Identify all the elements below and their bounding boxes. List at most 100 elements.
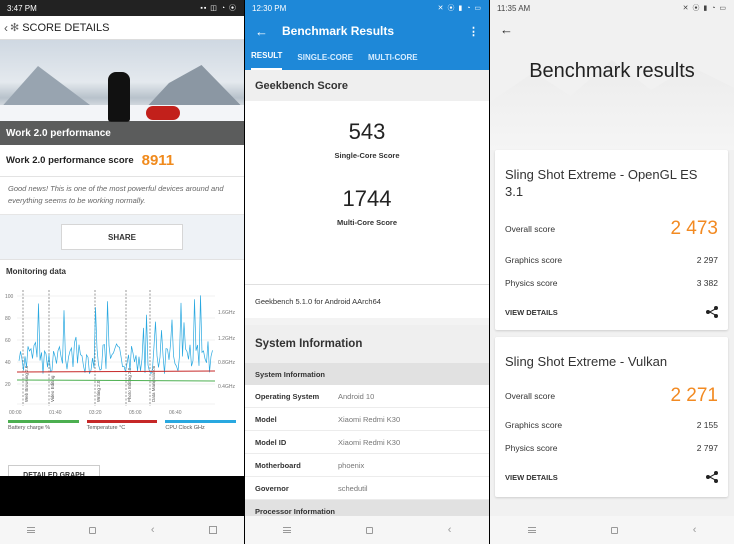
tab-single-core[interactable]: SINGLE-CORE [297,53,353,62]
table-row: Operating System Android 10 [245,385,489,408]
tab-bar: RESULT SINGLE-CORE MULTI-CORE [245,46,489,70]
status-bar: 11:35 AM ✕ ⦿ ▮ ◔ ▭ [490,0,734,16]
menu-nav-icon[interactable] [27,527,36,533]
right-tick-label: 0.4GHz [218,384,235,390]
share-area: SHARE [0,215,244,259]
multi-core-score: 1744 [342,186,392,211]
y-tick-label: 40 [5,360,11,366]
result-card: Sling Shot Extreme - Vulkan Overall scor… [495,337,728,497]
phase-label: Photo Editing 2.0 [127,367,132,402]
x-tick-label: 00:00 [9,410,22,416]
right-tick-label: 0.8GHz [218,360,235,366]
share-button[interactable]: SHARE [61,224,183,250]
table-row: Model Xiaomi Redmi K30 [245,408,489,431]
table-row: Model ID Xiaomi Redmi K30 [245,431,489,454]
result-message: Good news! This is one of the most power… [0,177,244,215]
result-card: Sling Shot Extreme - OpenGL ES 3.1 Overa… [495,150,728,330]
monitoring-title: Monitoring data [6,267,66,276]
right-tick-label: 1.2GHz [218,336,235,342]
status-time: 12:30 PM [252,3,287,13]
app-bar: 12:30 PM ✕ ⦿ ▮ ◔ ▭ ← Benchmark Results ⋮… [245,0,489,70]
skier-figure [108,72,130,122]
status-bar: 3:47 PM ▪▪ ◫ ◔ ⦿ [0,0,244,16]
status-icons: ✕ ⦿ ▮ ◔ ▭ [682,5,727,12]
card-footer: VIEW DETAILS [505,459,718,495]
score-value: 8911 [141,152,175,169]
page-title: Benchmark results [529,60,695,82]
score-row: Work 2.0 performance score 8911 [0,145,244,177]
overflow-menu-icon[interactable]: ⋮ [468,25,479,38]
status-bar: 12:30 PM ✕ ⦿ ▮ ◔ ▭ [245,0,489,16]
overall-score-row: Overall score 2 271 [505,385,718,406]
share-icon[interactable] [706,471,718,483]
phase-label: Data Manipulation [151,365,156,402]
y-tick-label: 20 [5,382,11,388]
back-icon[interactable]: ‹ [4,20,8,35]
x-tick-label: 05:00 [129,410,142,416]
graphics-score-row: Graphics score 2 155 [505,420,718,430]
section-title: Geekbench Score [245,70,489,101]
home-nav-icon[interactable] [610,526,618,534]
hero-caption: Work 2.0 performance [0,121,244,145]
status-time: 3:47 PM [7,3,37,13]
back-nav-icon[interactable]: ‹ [692,524,697,536]
phase-label: Video Editing [50,375,55,402]
back-nav-icon[interactable]: ‹ [447,524,452,536]
background-mountains [490,60,734,150]
x-tick-label: 01:40 [49,410,62,416]
screenshot-nav-icon[interactable] [208,526,217,534]
home-nav-icon[interactable] [89,526,97,534]
system-information-subheader: System Information [245,363,489,385]
score-label: Work 2.0 performance score [6,155,134,166]
system-nav-bar: ‹ [0,516,244,544]
menu-nav-icon[interactable] [527,527,536,533]
table-row: Governor schedutil [245,477,489,500]
score-card: 543 Single-Core Score 1744 Multi-Core Sc… [245,101,489,284]
monitoring-chart-svg: 100 80 60 40 20 1.6GHz 1.2GHz 0.8GHz 0.4GHz 00:… [5,290,235,416]
system-nav-bar: ‹ [245,516,489,544]
legend-cpu: CPU Clock GHz [165,420,237,431]
card-title: Sling Shot Extreme - Vulkan [505,354,668,369]
back-arrow-icon[interactable]: ← [500,21,513,37]
overall-score-value: 2 473 [670,218,718,239]
home-nav-icon[interactable] [365,526,373,534]
detailed-graph-button[interactable]: DETAILED GRAPH [8,465,100,479]
right-tick-label: 1.6GHz [218,310,235,316]
system-nav-bar: ‹ [490,516,734,544]
app-header: ‹ ✻ SCORE DETAILS [0,16,244,40]
view-details-button[interactable]: VIEW DETAILS [505,472,558,482]
card-footer: VIEW DETAILS [505,294,718,330]
overall-score-row: Overall score 2 473 [505,218,718,239]
single-core-score: 543 [348,119,386,144]
y-tick-label: 60 [5,338,11,344]
overall-score-value: 2 271 [670,385,718,406]
back-arrow-icon[interactable]: ← [255,23,268,39]
pcmark-logo-icon: ✻ [10,22,20,34]
system-information-title: System Information [245,325,489,363]
status-icons: ▪▪ ◫ ◔ ⦿ [200,5,237,12]
version-text: Geekbench 5.1.0 for Android AArch64 [245,284,489,318]
graphics-score-row: Graphics score 2 297 [505,255,718,265]
geekbench-screen: 12:30 PM ✕ ⦿ ▮ ◔ ▭ ← Benchmark Results ⋮… [245,0,489,544]
tab-result[interactable]: RESULT [251,51,283,70]
physics-score-row: Physics score 3 382 [505,278,718,288]
physics-score-row: Physics score 2 797 [505,443,718,453]
view-details-button[interactable]: VIEW DETAILS [505,307,558,317]
table-row: Motherboard phoenix [245,454,489,477]
page-title: SCORE DETAILS [22,21,110,34]
share-icon[interactable] [706,306,718,318]
legend-temperature: Temperature °C [86,420,158,431]
sled-figure [146,106,180,120]
multi-core-label: Multi-Core Score [336,218,397,227]
status-time: 11:35 AM [497,3,531,13]
chart-legend: Battery charge % Temperature °C CPU Cloc… [0,420,244,431]
tab-multi-core[interactable]: MULTI-CORE [367,53,418,62]
x-tick-label: 06:40 [169,410,182,416]
toolbar: ← Benchmark Results ⋮ [245,16,489,46]
menu-nav-icon[interactable] [282,527,291,533]
app-title: Benchmark Results [282,24,395,38]
single-core-label: Single-Core Score [334,151,400,160]
back-nav-icon[interactable]: ‹ [150,524,155,536]
x-tick-label: 03:20 [89,410,102,416]
status-icons: ✕ ⦿ ▮ ◔ ▭ [437,5,482,12]
